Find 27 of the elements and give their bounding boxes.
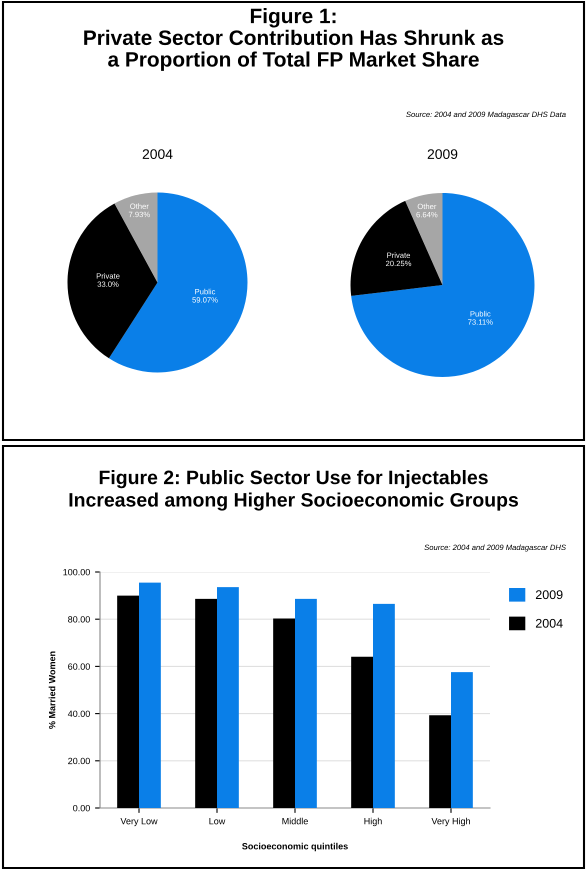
pie-slice xyxy=(350,200,442,296)
x-tick-label: Middle xyxy=(282,818,308,824)
chart-title: 2004 xyxy=(142,149,173,160)
x-tick-label: Low xyxy=(209,818,226,824)
chart-title: Figure 2: Public Sector Use for Injectables Increased among Higher Socioeconomic Groups xyxy=(70,470,518,511)
legend-label: 2004 xyxy=(536,618,563,628)
y-tick-label: 80.00 xyxy=(68,616,90,623)
x-tick-label: High xyxy=(364,818,382,826)
x-tick-label: Very Low xyxy=(120,818,158,826)
x-axis-title: Socioeconomic quintiles xyxy=(242,842,348,852)
y-tick-label: 0.00 xyxy=(73,804,90,812)
pie-slice xyxy=(351,193,534,377)
bar xyxy=(295,598,317,808)
y-tick-label: 100.00 xyxy=(63,568,90,576)
pie-slice xyxy=(68,203,158,358)
legend-label: 2009 xyxy=(536,590,563,600)
bar xyxy=(217,587,239,808)
bar xyxy=(139,582,161,808)
chart-title: 2009 xyxy=(428,149,458,160)
y-tick-label: 40.00 xyxy=(68,710,90,717)
bar xyxy=(373,604,395,808)
y-axis-title: % Married Women xyxy=(48,652,56,729)
y-tick-label: 20.00 xyxy=(68,758,90,764)
bar xyxy=(451,672,473,808)
x-tick-label: Very High xyxy=(431,818,470,826)
caption: Figure 1: Private Sector Contribution Has Shrunk as a Proportion of Total FP Market Share xyxy=(84,8,504,71)
y-tick-label: 60.00 xyxy=(68,663,90,670)
